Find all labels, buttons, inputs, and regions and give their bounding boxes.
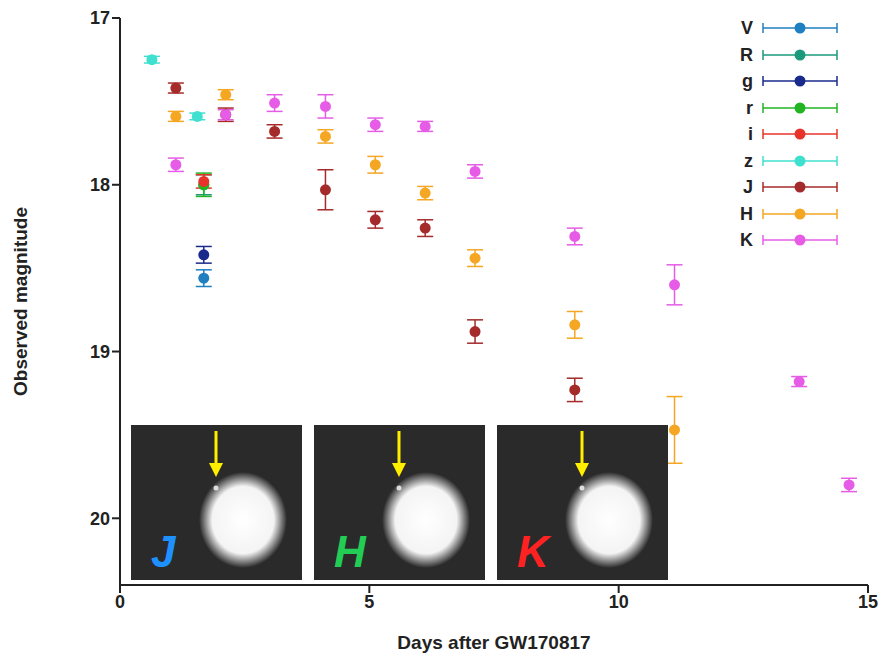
html-text:H: H <box>334 527 366 576</box>
html-text:H: H <box>740 203 753 224</box>
html-text:K: K <box>517 527 549 576</box>
svg-text:17: 17 <box>90 8 110 28</box>
svg-text:Observed magnitude: Observed magnitude <box>10 207 31 396</box>
html-text:z: z <box>744 150 753 171</box>
svg-text:20: 20 <box>90 509 110 529</box>
html-text:V: V <box>741 18 753 38</box>
svg-text:15: 15 <box>858 592 878 612</box>
html-text:R: R <box>740 44 753 65</box>
html-text:r: r <box>746 97 753 118</box>
svg-text:Days after GW170817: Days after GW170817 <box>397 632 590 653</box>
html-text:i: i <box>748 124 753 144</box>
svg-text:18: 18 <box>90 175 110 195</box>
html-text:g: g <box>742 71 753 91</box>
html-text:K: K <box>740 230 753 250</box>
svg-text:5: 5 <box>364 592 374 612</box>
svg-text:10: 10 <box>609 592 629 612</box>
svg-text:19: 19 <box>90 342 110 362</box>
html-text:J: J <box>151 527 176 576</box>
html-text:J: J <box>743 177 753 197</box>
svg-text:0: 0 <box>115 592 125 612</box>
